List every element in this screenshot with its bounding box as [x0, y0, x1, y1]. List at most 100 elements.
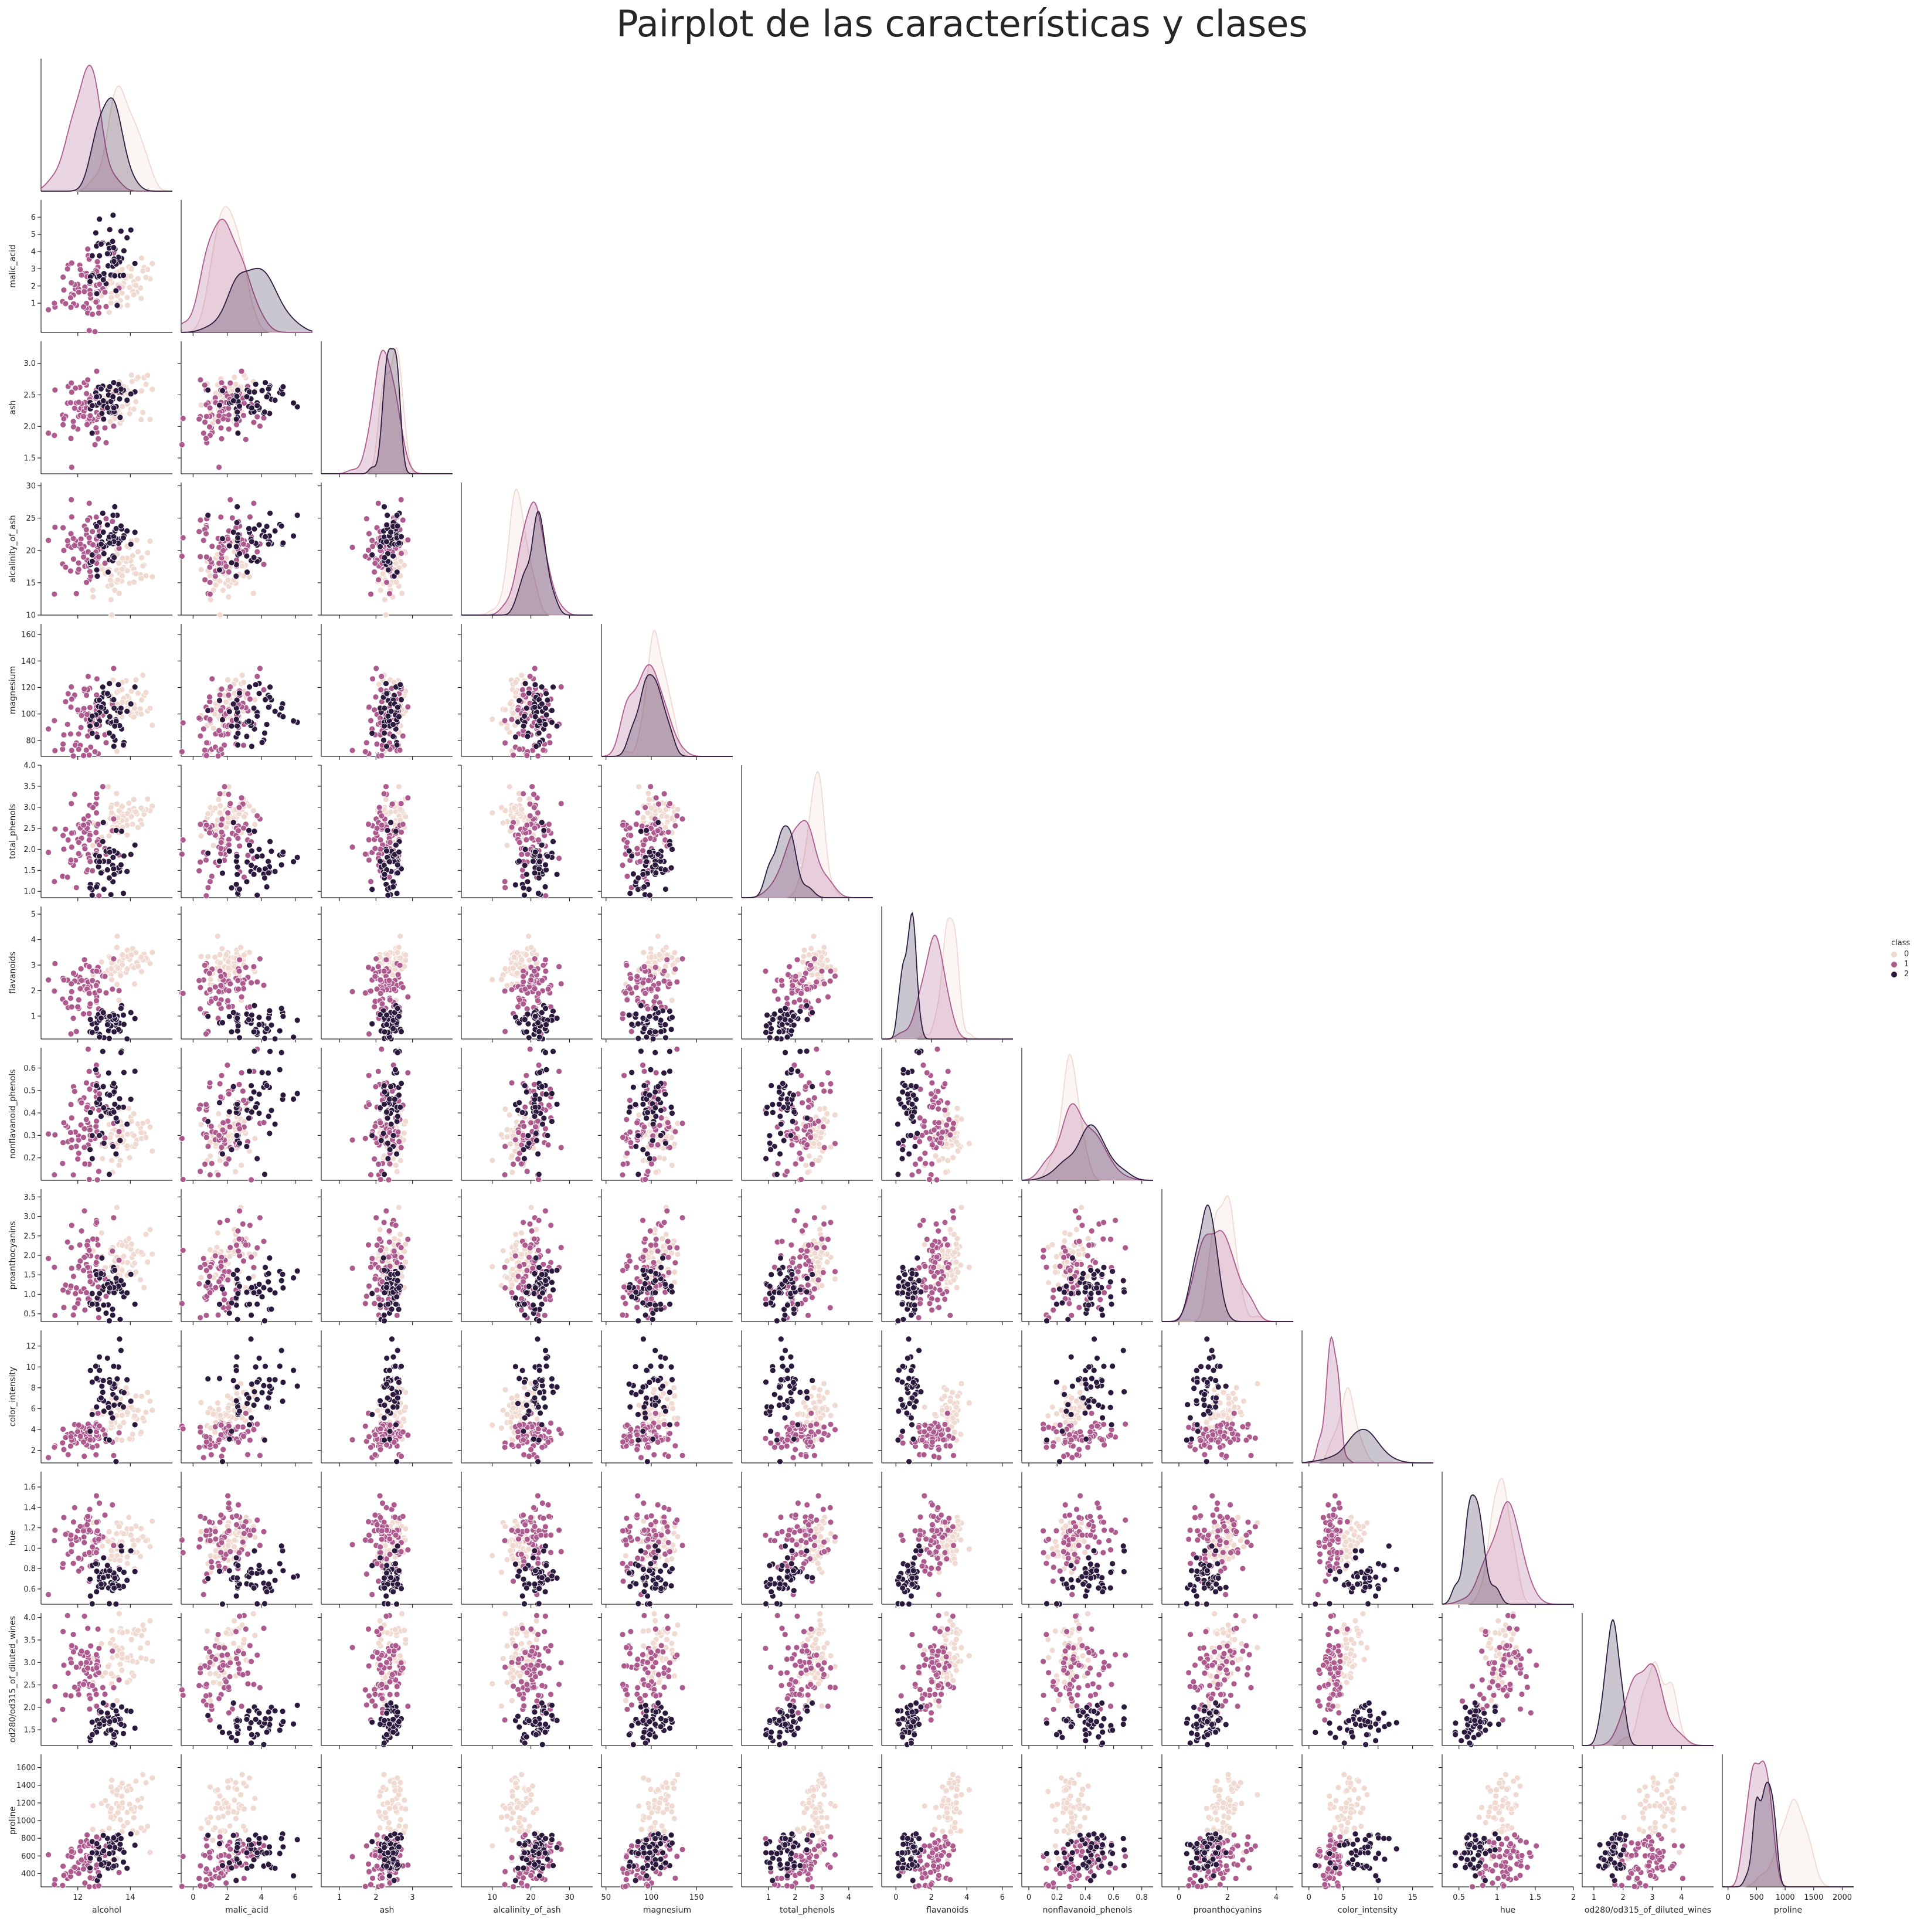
- point-class-1: [91, 442, 98, 448]
- point-class-2: [549, 707, 555, 714]
- point-class-1: [67, 304, 74, 311]
- point-class-1: [501, 1172, 508, 1178]
- point-class-1: [522, 986, 529, 993]
- point-class-1: [644, 1006, 651, 1012]
- point-class-0: [375, 681, 382, 688]
- point-class-2: [394, 522, 401, 529]
- point-class-2: [127, 391, 134, 398]
- point-class-0: [216, 1157, 223, 1164]
- point-class-2: [93, 393, 100, 400]
- point-class-0: [142, 274, 149, 281]
- point-class-2: [120, 890, 127, 897]
- point-class-2: [397, 681, 404, 688]
- point-class-1: [225, 987, 232, 994]
- point-class-1: [786, 963, 793, 970]
- point-class-0: [198, 402, 205, 409]
- point-class-1: [225, 1156, 232, 1162]
- point-class-0: [246, 949, 253, 956]
- point-class-0: [107, 804, 114, 811]
- point-class-1: [827, 977, 834, 984]
- point-class-1: [216, 967, 223, 975]
- point-class-2: [89, 1155, 96, 1162]
- point-class-2: [259, 739, 266, 746]
- point-class-1: [240, 985, 247, 992]
- point-class-1: [644, 1168, 651, 1175]
- point-class-1: [80, 304, 87, 310]
- point-class-1: [377, 1119, 384, 1126]
- point-class-0: [142, 1134, 149, 1141]
- point-class-1: [216, 412, 223, 419]
- point-class-2: [250, 554, 257, 561]
- point-class-0: [198, 953, 205, 960]
- point-class-0: [124, 567, 131, 574]
- point-class-1: [215, 1172, 222, 1179]
- point-class-1: [60, 547, 67, 554]
- point-class-1: [62, 300, 69, 307]
- point-class-2: [236, 690, 243, 697]
- point-class-1: [524, 821, 531, 829]
- point-class-2: [266, 1130, 273, 1137]
- point-class-2: [124, 708, 131, 715]
- point-class-0: [241, 952, 247, 959]
- point-class-2: [230, 398, 237, 404]
- point-class-1: [67, 857, 74, 864]
- point-class-0: [504, 1126, 511, 1133]
- point-class-1: [80, 554, 87, 561]
- point-class-1: [396, 747, 403, 753]
- point-class-2: [234, 871, 241, 878]
- point-class-1: [652, 1069, 660, 1076]
- point-class-0: [212, 954, 219, 960]
- point-class-1: [68, 514, 75, 520]
- point-class-1: [627, 824, 633, 831]
- point-class-1: [373, 955, 380, 962]
- point-class-2: [662, 1021, 669, 1028]
- y-tick-label: 1.5: [23, 867, 36, 875]
- point-class-0: [144, 549, 151, 556]
- point-class-1: [628, 1028, 635, 1035]
- point-class-1: [362, 990, 369, 996]
- point-class-2: [381, 1089, 388, 1095]
- point-class-1: [254, 979, 261, 986]
- point-class-2: [267, 684, 274, 691]
- point-class-0: [399, 590, 405, 597]
- point-class-1: [520, 691, 526, 698]
- point-class-2: [219, 535, 226, 542]
- point-class-1: [386, 1160, 393, 1167]
- point-class-2: [383, 521, 390, 528]
- point-class-1: [535, 752, 542, 759]
- y-tick-label: 3: [31, 265, 36, 274]
- point-class-1: [398, 550, 404, 557]
- point-class-1: [238, 993, 245, 1000]
- point-class-2: [633, 1011, 640, 1017]
- point-class-2: [280, 1013, 287, 1020]
- point-class-1: [672, 823, 679, 829]
- point-class-0: [498, 976, 505, 983]
- point-class-1: [239, 1088, 246, 1095]
- point-class-2: [271, 528, 278, 534]
- point-class-2: [104, 867, 111, 873]
- point-class-2: [100, 529, 107, 535]
- point-class-1: [674, 979, 681, 986]
- point-class-2: [234, 387, 242, 393]
- point-class-1: [84, 246, 91, 253]
- y-tick-label: 1.0: [23, 888, 36, 897]
- point-class-1: [827, 967, 834, 975]
- point-class-2: [384, 512, 390, 519]
- point-class-2: [626, 847, 633, 854]
- point-class-0: [216, 809, 223, 816]
- point-class-1: [627, 1129, 634, 1136]
- point-class-2: [655, 819, 661, 826]
- point-class-1: [208, 1123, 215, 1130]
- point-class-2: [89, 1029, 96, 1036]
- point-class-2: [541, 1115, 548, 1122]
- point-class-1: [624, 873, 631, 880]
- point-class-1: [362, 1135, 369, 1142]
- point-class-2: [383, 847, 390, 854]
- panel-nonflavanoid_phenols-vs-alcalinity_of_ash: [458, 1046, 593, 1184]
- point-class-1: [68, 800, 75, 807]
- point-class-1: [90, 541, 96, 548]
- point-class-1: [206, 423, 213, 430]
- point-class-2: [667, 1008, 673, 1014]
- point-class-1: [220, 1119, 227, 1126]
- point-class-1: [376, 804, 383, 811]
